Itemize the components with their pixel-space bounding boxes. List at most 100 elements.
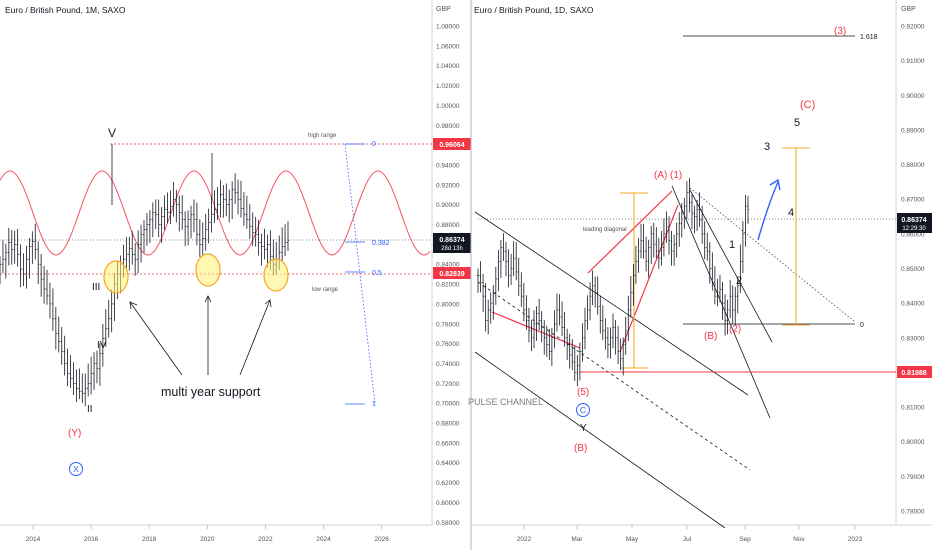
wave-label-3: 3 — [764, 141, 770, 153]
wave-label-ii: II — [87, 404, 93, 415]
right-y-tick-label: 0.92000 — [901, 24, 925, 31]
right-price-badges: 0.86374 12:29:30 0.81988 — [897, 213, 932, 378]
left-x-tick-label: 2018 — [142, 536, 157, 543]
wave-label-x: X — [73, 464, 79, 474]
badge-096064: 0.96064 — [439, 142, 464, 149]
right-x-tick-label: Sep — [739, 536, 751, 543]
badge-096064-bg — [433, 138, 471, 150]
pulse-channel — [474, 185, 773, 529]
left-x-tick-label: 2022 — [258, 536, 273, 543]
left-y-tick-label: 0.64000 — [436, 460, 460, 467]
right-x-tick-label: 2022 — [517, 536, 532, 543]
projection-arrow — [757, 181, 779, 241]
left-y-tick-label: 1.08000 — [436, 24, 460, 31]
right-x-axis[interactable]: 2022 Mar May Jul Sep Nov 2023 — [517, 525, 863, 543]
wave-label-2-paren: (2) — [729, 324, 741, 335]
left-y-tick-label: 0.80000 — [436, 301, 460, 308]
wave-label-b-bottom: (B) — [574, 443, 587, 454]
support-circle-2022 — [263, 258, 289, 292]
right-y-tick-label: 0.90000 — [901, 93, 925, 100]
left-x-tick-label: 2020 — [200, 536, 215, 543]
right-y-tick-label: 0.91000 — [901, 58, 925, 65]
right-y-tick-label: 0.84000 — [901, 301, 925, 308]
wave-label-c-circle — [576, 403, 590, 417]
right-x-tick-label: May — [626, 536, 639, 543]
left-chart[interactable]: Euro / British Pound, 1M, SAXO GBP 1.080… — [0, 0, 471, 543]
channel-mid-dashed-line — [477, 281, 751, 471]
wave-label-3-paren: (3) — [834, 26, 846, 37]
right-x-tick-label: Nov — [793, 536, 805, 543]
left-x-axis[interactable]: 2014 2016 2018 2020 2022 2024 2026 — [26, 525, 389, 543]
right-price-bars — [477, 177, 749, 387]
left-y-tick-label: 0.88000 — [436, 222, 460, 229]
badge-082839-bg — [433, 267, 471, 279]
right-y-tick-label: 0.89000 — [901, 127, 925, 134]
left-y-tick-label: 0.68000 — [436, 421, 460, 428]
diagonal-line-1 — [671, 185, 771, 419]
dotted-trend-line — [689, 187, 856, 323]
left-chart-title: Euro / British Pound, 1M, SAXO — [5, 5, 126, 15]
wave-label-y-right: Y — [580, 423, 587, 434]
leading-diagonal-label: leading diagonal — [583, 227, 627, 233]
red-pattern-lines — [491, 190, 679, 353]
badge-right-086374-bg — [897, 213, 932, 233]
arrow-right — [239, 299, 271, 376]
arrow-left — [129, 301, 183, 376]
left-y-tick-label: 0.98000 — [436, 123, 460, 130]
left-price-bars — [0, 144, 290, 407]
left-y-tick-label: 0.92000 — [436, 182, 460, 189]
wave-label-y: (Y) — [68, 428, 81, 439]
wave-label-b-paren: (B) — [704, 331, 717, 342]
wave-label-1: 1 — [729, 239, 735, 251]
wave-label-5-paren: (5) — [577, 387, 589, 398]
left-y-tick-label: 0.74000 — [436, 361, 460, 368]
right-y-tick-label: 0.79000 — [901, 474, 925, 481]
badge-right-086374: 0.86374 — [901, 217, 926, 224]
left-y-tick-label: 0.94000 — [436, 162, 460, 169]
right-y-tick-label: 0.87000 — [901, 197, 925, 204]
diagonal-upper-red — [587, 190, 673, 274]
arrow-right-head — [264, 299, 272, 308]
right-currency-label: GBP — [901, 6, 916, 13]
right-y-tick-label: 0.88000 — [901, 162, 925, 169]
pulse-channel-label: PULSE CHANNEL — [468, 397, 543, 407]
cycle-sine-wave — [0, 170, 431, 256]
right-chart[interactable]: Euro / British Pound, 1D, SAXO GBP 0.920… — [468, 0, 932, 543]
right-y-tick-label: 0.86000 — [901, 231, 925, 238]
right-y-axis[interactable]: 0.92000 0.91000 0.90000 0.89000 0.88000 0.870… — [901, 24, 925, 516]
left-y-tick-label: 1.06000 — [436, 43, 460, 50]
channel-lower-line — [474, 351, 726, 529]
fib-retracement-tool[interactable]: 0 0.382 0.5 1 — [344, 141, 390, 408]
fib-level-0382-label: 0.382 — [372, 240, 390, 247]
channel-upper-line — [474, 211, 749, 396]
left-y-tick-label: 0.90000 — [436, 202, 460, 209]
badge-086374-bg — [433, 233, 471, 253]
left-y-tick-label: 0.72000 — [436, 381, 460, 388]
wave-label-1-paren: (1) — [670, 170, 682, 181]
diagonal-line-2 — [689, 189, 773, 343]
badge-081988: 0.81988 — [901, 370, 926, 377]
left-price-badges: 0.96064 0.86374 28d 13h 0.82839 — [433, 138, 471, 279]
right-chart-title: Euro / British Pound, 1D, SAXO — [474, 5, 594, 15]
left-x-tick-label: 2014 — [26, 536, 41, 543]
right-countdown: 12:29:30 — [902, 226, 926, 232]
low-range-label: low range — [312, 287, 339, 293]
left-y-axis[interactable]: 1.08000 1.06000 1.04000 1.02000 1.00000 0.980… — [436, 24, 460, 527]
right-x-tick-label: Mar — [571, 536, 583, 543]
wave-label-2: 2 — [736, 275, 742, 287]
wave-label-c-paren: (C) — [800, 99, 815, 111]
left-y-tick-label: 1.02000 — [436, 83, 460, 90]
left-y-tick-label: 0.82000 — [436, 282, 460, 289]
arrow-middle-head — [204, 295, 212, 303]
left-y-tick-label: 0.66000 — [436, 440, 460, 447]
high-range-label: high range — [308, 133, 337, 139]
right-x-tick-label: Jul — [683, 536, 692, 543]
projection-arrow-head — [769, 178, 781, 191]
wedge-lower-red — [491, 311, 581, 349]
right-y-tick-label: 0.81000 — [901, 405, 925, 412]
arrow-left-head — [129, 301, 138, 310]
fib-level-1-label: 1 — [372, 401, 376, 408]
left-currency-label: GBP — [436, 6, 451, 13]
